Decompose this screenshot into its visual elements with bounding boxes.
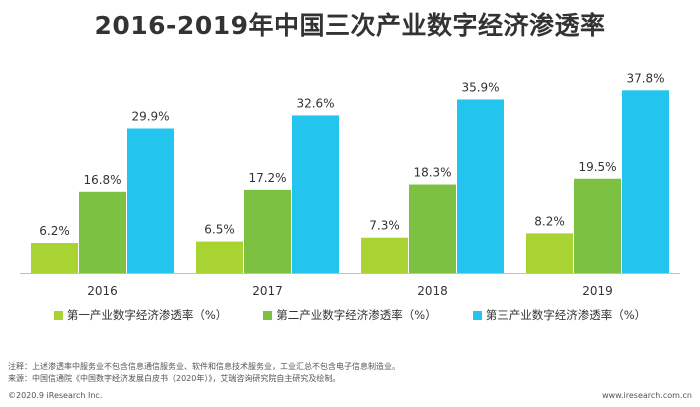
chart-title: 2016-2019年中国三次产业数字经济渗透率	[94, 11, 606, 40]
bar-primary-2016	[31, 243, 78, 273]
bar-primary-2019	[526, 233, 573, 273]
source-line: 来源：中国信通院《中国数字经济发展白皮书（2020年）》，艾瑞咨询研究院自主研究…	[8, 374, 341, 383]
data-label-secondary-2016: 16.8%	[83, 173, 121, 187]
copyright: ©2020.9 iResearch Inc.	[8, 391, 103, 400]
bar-primary-2017	[196, 241, 243, 273]
bar-tertiary-2019	[622, 90, 669, 273]
website: www.iresearch.com.cn	[602, 391, 692, 400]
bar-tertiary-2018	[457, 99, 504, 273]
bar-secondary-2019	[574, 178, 621, 273]
data-label-primary-2018: 7.3%	[369, 219, 400, 233]
x-tick-label-2018: 2018	[417, 284, 448, 298]
legend-swatch-tertiary	[472, 310, 482, 320]
data-label-tertiary-2016: 29.9%	[131, 109, 169, 123]
data-label-primary-2017: 6.5%	[204, 223, 235, 237]
bar-secondary-2017	[244, 189, 291, 273]
bar-tertiary-2017	[292, 115, 339, 273]
data-label-secondary-2018: 18.3%	[413, 166, 451, 180]
legend-label-primary: 第一产业数字经济渗透率（%）	[66, 308, 228, 322]
legend-label-tertiary: 第三产业数字经济渗透率（%）	[485, 308, 647, 322]
bar-primary-2018	[361, 237, 408, 273]
legend-item-primary: 第一产业数字经济渗透率（%）	[53, 307, 228, 323]
chart-notes: 注释：上述渗透率中服务业不包含信息通信服务业、软件和信息技术服务业，工业汇总不包…	[8, 361, 400, 385]
x-tick-label-2019: 2019	[582, 284, 613, 298]
data-label-tertiary-2017: 32.6%	[296, 96, 334, 110]
data-label-primary-2019: 8.2%	[534, 214, 565, 228]
data-label-secondary-2017: 17.2%	[248, 171, 286, 185]
bar-tertiary-2016	[127, 128, 174, 273]
bar-secondary-2016	[79, 191, 126, 273]
bar-chart: 6.2% 16.8% 29.9% 2016 6.5% 17.2% 32.6% 2017 7.3%…	[20, 71, 680, 298]
chart-legend: 第一产业数字经济渗透率（%） 第二产业数字经济渗透率（%） 第三产业数字经济渗透…	[0, 307, 700, 323]
data-label-secondary-2019: 19.5%	[578, 160, 616, 174]
legend-swatch-secondary	[263, 310, 273, 320]
data-label-primary-2016: 6.2%	[39, 224, 70, 238]
legend-item-secondary: 第二产业数字经济渗透率（%）	[263, 307, 437, 323]
legend-swatch-primary	[53, 310, 63, 320]
legend-label-secondary: 第二产业数字经济渗透率（%）	[276, 308, 437, 322]
x-tick-label-2016: 2016	[87, 284, 118, 298]
data-label-tertiary-2018: 35.9%	[461, 80, 499, 94]
legend-item-tertiary: 第三产业数字经济渗透率（%）	[472, 307, 647, 323]
note-line: 注释：上述渗透率中服务业不包含信息通信服务业、软件和信息技术服务业，工业汇总不包…	[8, 362, 400, 371]
bar-secondary-2018	[409, 184, 456, 273]
data-label-tertiary-2019: 37.8%	[626, 71, 664, 85]
x-tick-label-2017: 2017	[252, 284, 283, 298]
